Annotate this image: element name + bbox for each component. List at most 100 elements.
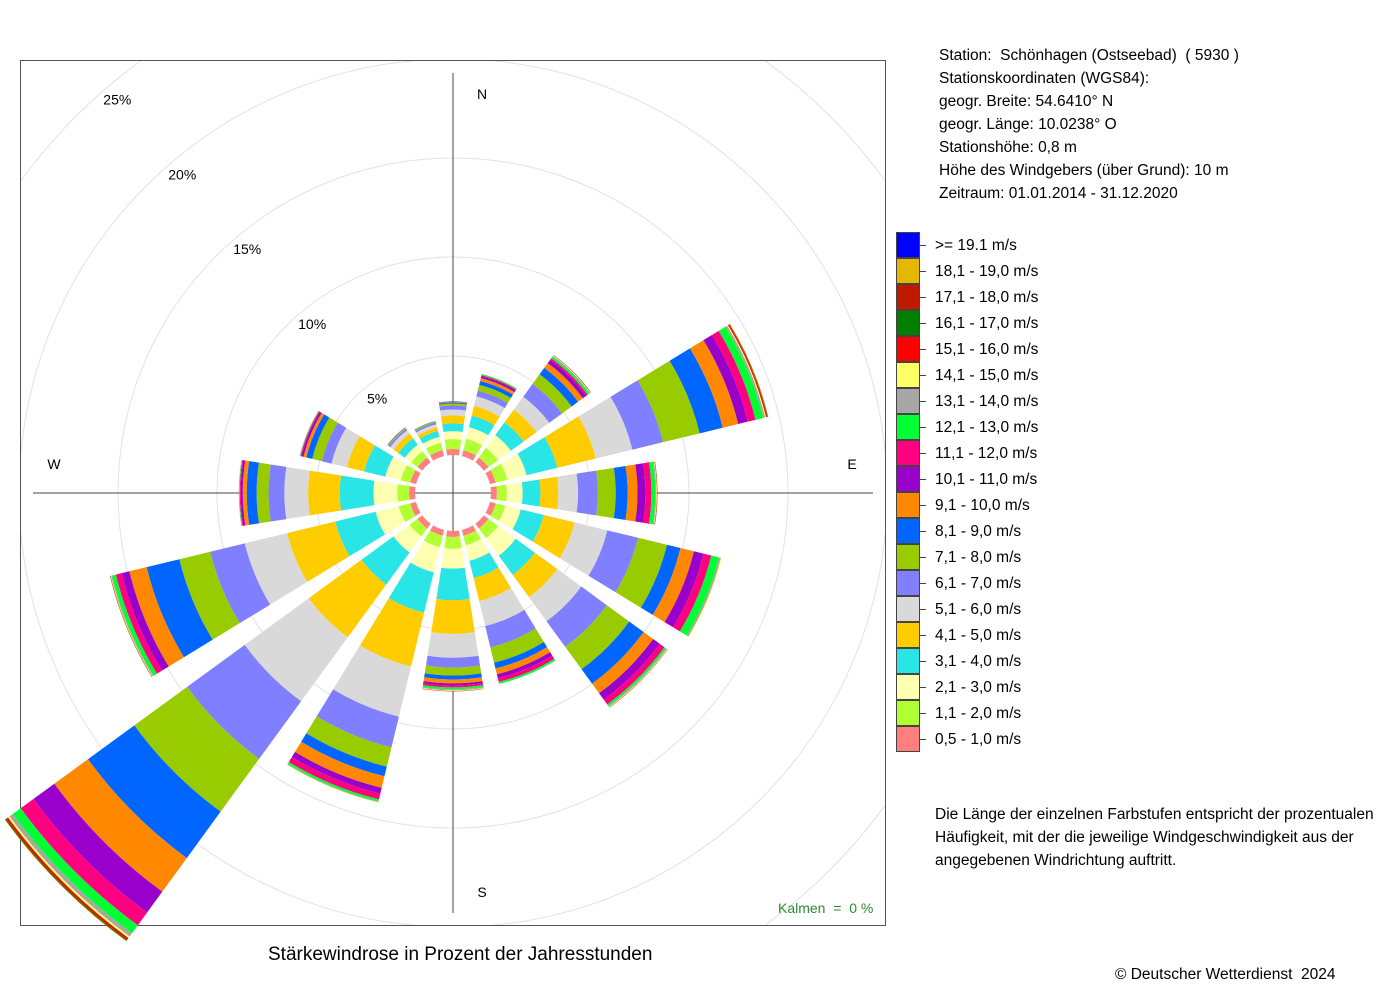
wedge-segment-se	[607, 647, 667, 707]
wedge-segment-nw	[417, 457, 431, 471]
legend-swatch	[896, 310, 920, 336]
wedge-segment-se	[478, 518, 499, 539]
wedge-segment-w	[239, 459, 243, 527]
legend-swatch	[896, 700, 920, 726]
wedge-segment-sse	[465, 538, 490, 561]
wedge-segment-se	[565, 605, 630, 670]
legend-swatch	[896, 622, 920, 648]
wedge-segment-nne	[480, 376, 516, 393]
wedge-segment-n	[444, 439, 462, 450]
legend-tick	[920, 635, 926, 636]
wedge-segment-s	[422, 685, 484, 690]
legend-tick	[920, 271, 926, 272]
legend-label: 4,1 - 5,0 m/s	[935, 627, 1022, 644]
wedge-segment-s	[422, 683, 484, 688]
wedge-segment-ene	[711, 330, 756, 422]
legend-label: 1,1 - 2,0 m/s	[935, 705, 1022, 722]
wedge-segment-ssw	[301, 733, 387, 777]
wedge-segment-e	[506, 482, 523, 504]
wedge-segment-w	[239, 460, 244, 526]
wedge-segment-sse	[497, 655, 555, 682]
wedge-segment-nne	[474, 396, 505, 417]
wedge-segment-nnw	[415, 422, 437, 433]
legend-item: 4,1 - 5,0 m/s	[896, 622, 1116, 648]
wedge-segment-sse	[463, 530, 482, 546]
wedge-segment-ne	[547, 359, 587, 399]
wedge-segment-e	[490, 486, 497, 500]
chart-title: Stärkewindrose in Prozent der Jahresstun…	[268, 944, 653, 965]
wedge-segment-s	[423, 681, 483, 686]
explanation-note: Die Länge der einzelnen Farbstufen entsp…	[935, 806, 1374, 869]
wedge-segment-ene	[718, 326, 764, 420]
wedge-segment-ene	[689, 340, 739, 428]
ring-label: 15%	[233, 241, 261, 257]
legend-item: 8,1 - 9,0 m/s	[896, 518, 1116, 544]
wedge-segment-ssw	[306, 716, 392, 767]
legend-tick	[920, 297, 926, 298]
wedge-segment-e	[496, 484, 507, 502]
legend-tick	[920, 713, 926, 714]
legend-swatch	[896, 258, 920, 284]
wedge-segment-se	[485, 525, 516, 556]
wedge-segment-wnw	[400, 464, 416, 483]
legend-label: >= 19.1 m/s	[935, 237, 1017, 254]
wedge-segment-se	[592, 632, 654, 694]
wedge-segment-wsw	[244, 533, 308, 605]
wedge-segment-ene	[500, 453, 527, 480]
wedge-segment-nne	[476, 390, 508, 409]
plot-frame	[20, 60, 886, 926]
legend-swatch	[896, 492, 920, 518]
wedge-segment-w	[240, 460, 246, 526]
wedge-segment-ese	[559, 522, 608, 576]
wedge-segment-s	[425, 655, 481, 668]
wedge-segment-ne	[551, 356, 590, 395]
legend-tick	[920, 245, 926, 246]
wedge-segment-se	[603, 643, 665, 705]
wedge-segment-se	[498, 538, 535, 575]
wedge-segment-se	[581, 621, 644, 684]
wedge-segment-nne	[468, 415, 495, 436]
wedge-segment-sw	[417, 515, 431, 529]
wedge-segment-e	[576, 470, 598, 516]
legend-swatch	[896, 674, 920, 700]
wedge-segment-ese	[498, 505, 521, 530]
legend-tick	[920, 739, 926, 740]
wedge-segment-se	[475, 515, 489, 529]
wedge-segment-ese	[664, 551, 704, 628]
wedge-segment-nnw	[414, 421, 436, 431]
legend-swatch	[896, 440, 920, 466]
wedge-segment-nw	[390, 430, 410, 450]
wedge-segment-ne	[495, 422, 524, 451]
wedge-segment-wsw	[146, 559, 213, 658]
wedge-segment-s	[441, 548, 465, 569]
wedge-segment-w	[339, 475, 375, 511]
wedge-segment-s	[424, 673, 482, 680]
wedge-segment-ese	[652, 548, 694, 623]
wedge-segment-sw	[54, 759, 187, 892]
legend-item: 16,1 - 17,0 m/s	[896, 310, 1116, 336]
wedge-segment-w	[256, 462, 271, 524]
legend-swatch	[896, 414, 920, 440]
wedge-segment-nw	[393, 433, 414, 454]
legend-swatch	[896, 648, 920, 674]
copyright: © Deutscher Wetterdienst 2024	[1115, 966, 1336, 983]
wedge-segment-ssw	[388, 562, 434, 613]
wedge-segment-wsw	[121, 571, 169, 671]
wedge-segment-ese	[673, 553, 712, 632]
wedge-segment-n	[438, 401, 468, 404]
wedge-segment-w	[373, 480, 398, 506]
wedge-segment-sw	[244, 598, 348, 702]
legend-item: 0,5 - 1,0 m/s	[896, 726, 1116, 752]
legend-tick	[920, 505, 926, 506]
wedge-segment-n	[442, 423, 464, 432]
wedge-segment-wnw	[312, 417, 338, 462]
wedge-segment-ne	[550, 358, 588, 396]
direction-label-e: E	[847, 456, 856, 472]
legend-label: 18,1 - 19,0 m/s	[935, 263, 1039, 280]
wedge-segment-s	[436, 567, 470, 601]
wedge-segment-wsw	[210, 543, 271, 624]
wedge-segment-ssw	[316, 689, 399, 748]
legend-label: 14,1 - 15,0 m/s	[935, 367, 1039, 384]
wedge-segment-ene	[578, 396, 633, 459]
legend-swatch	[896, 596, 920, 622]
